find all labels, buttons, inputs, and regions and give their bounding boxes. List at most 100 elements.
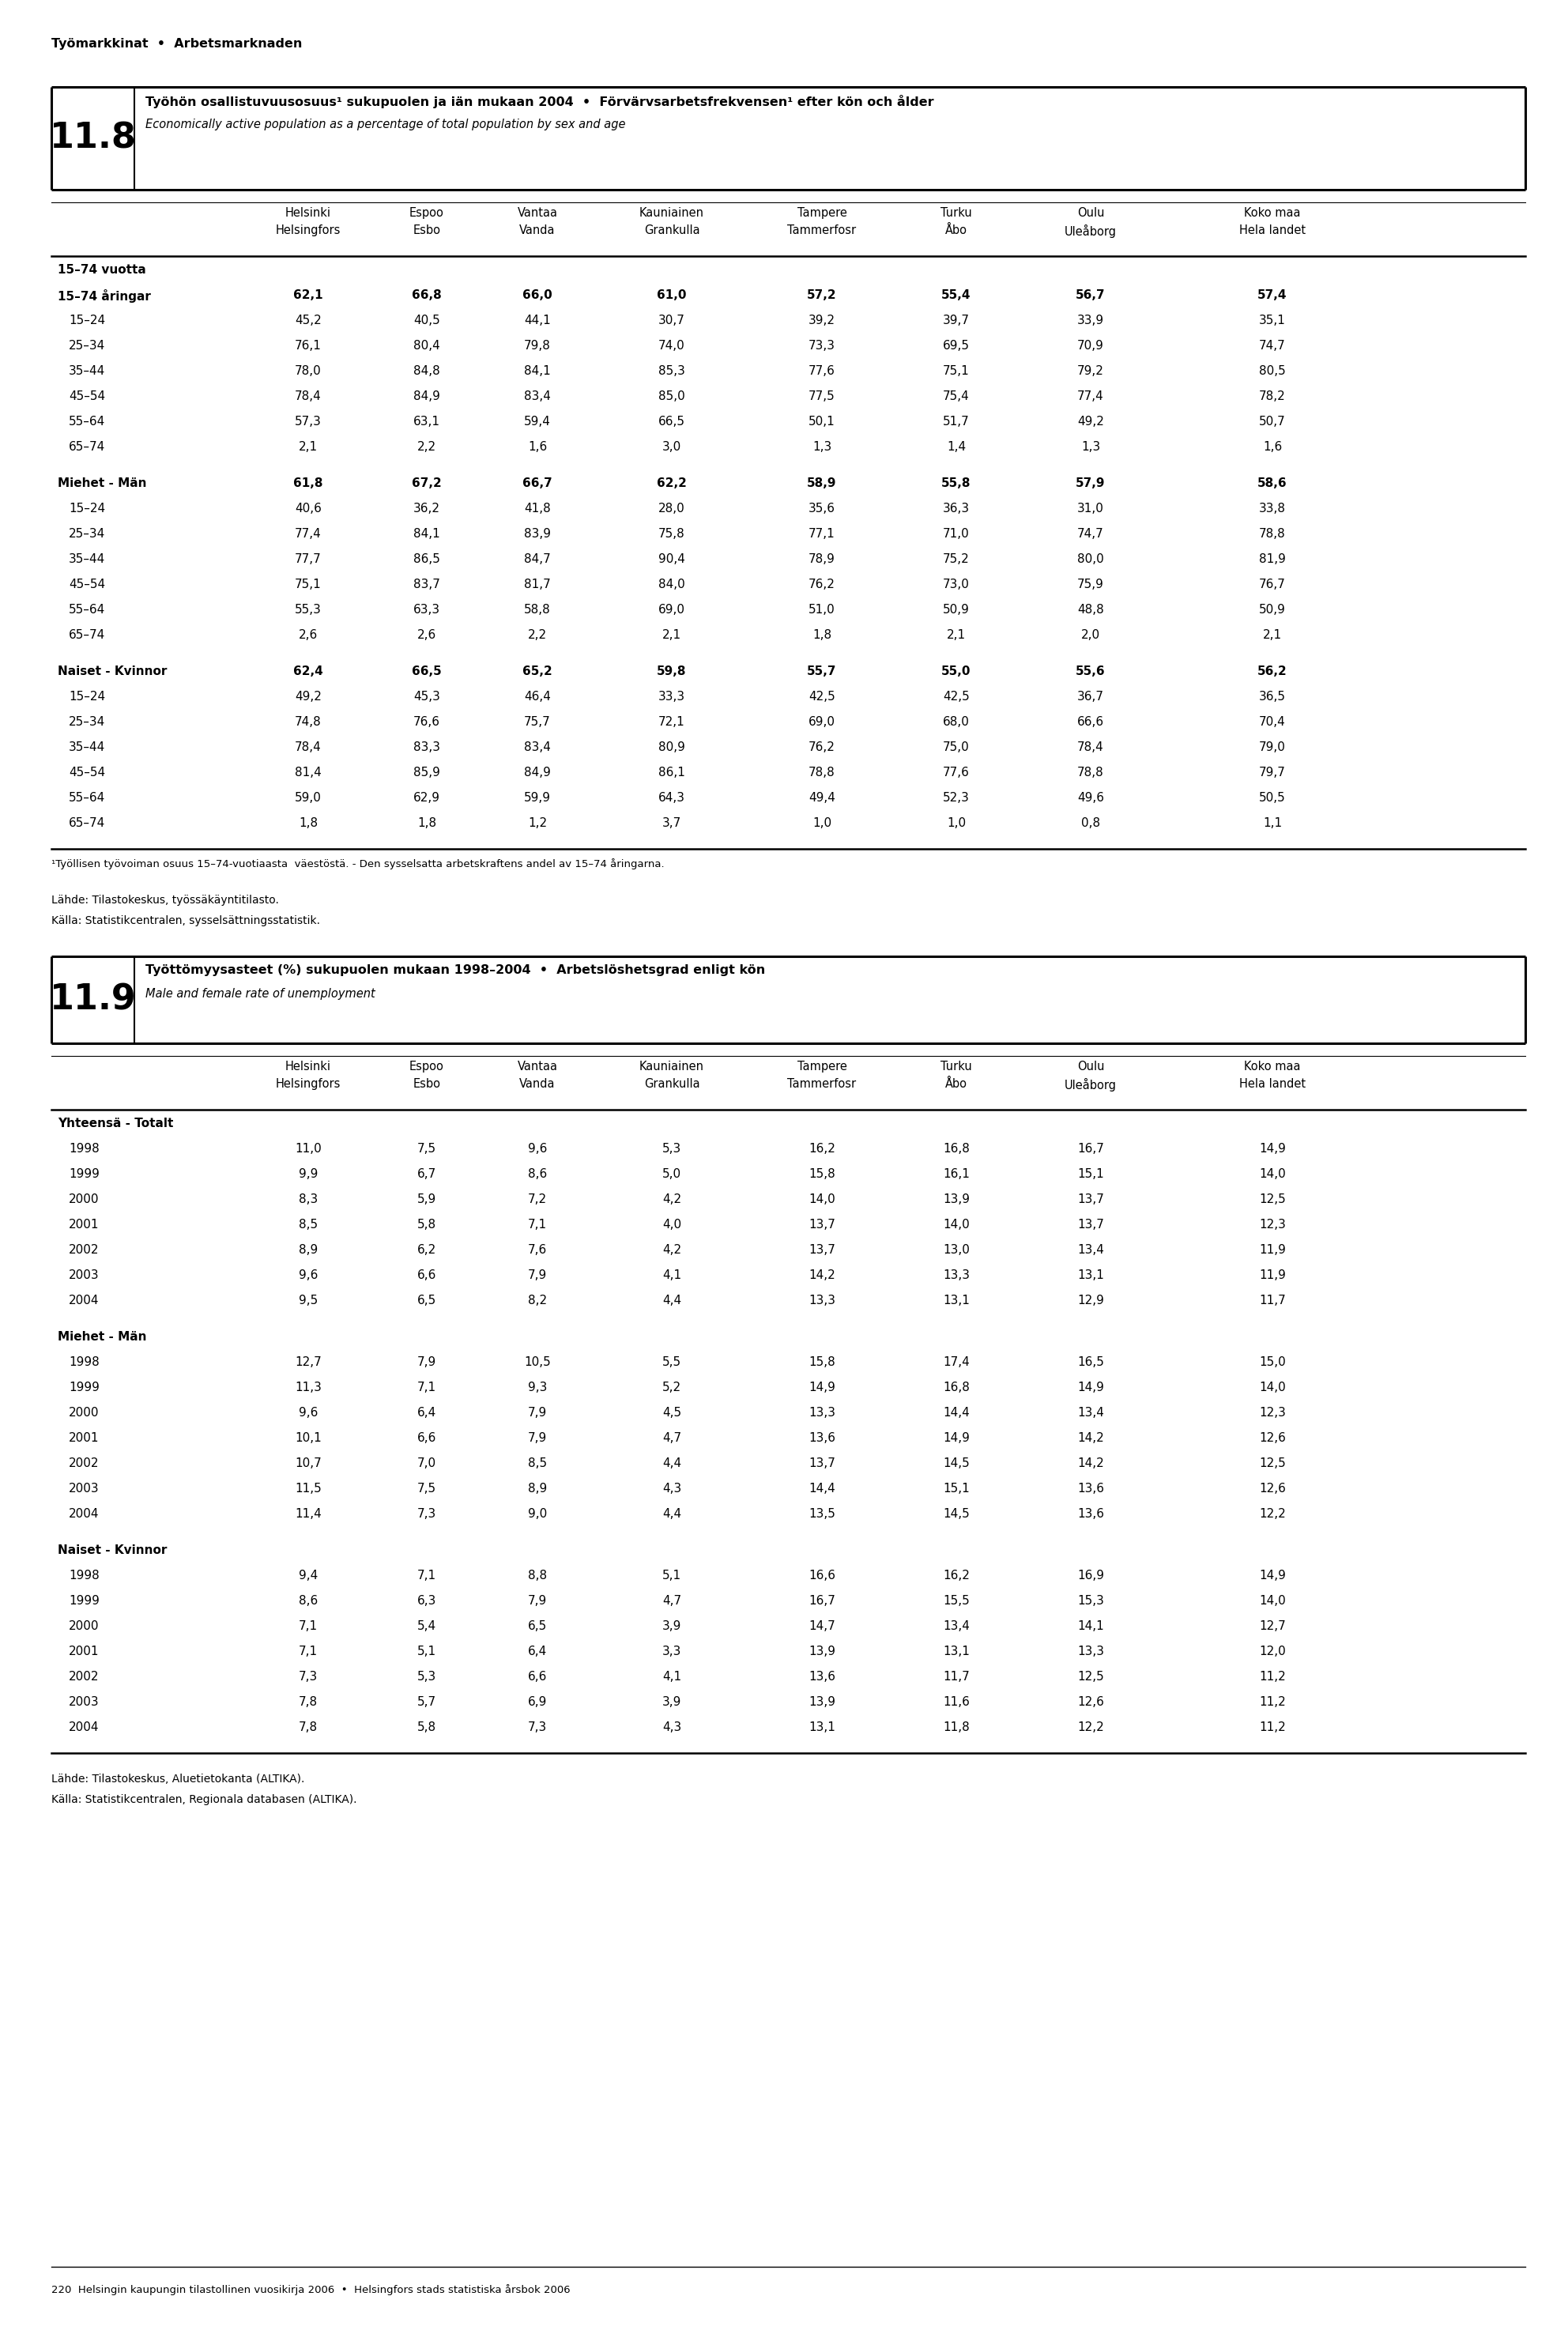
Text: 13,6: 13,6 bbox=[809, 1671, 836, 1682]
Text: 45,2: 45,2 bbox=[295, 315, 321, 326]
Text: 77,4: 77,4 bbox=[295, 529, 321, 541]
Text: 16,6: 16,6 bbox=[809, 1570, 836, 1582]
Text: 13,3: 13,3 bbox=[809, 1295, 836, 1307]
Text: 15,1: 15,1 bbox=[1077, 1167, 1104, 1179]
Text: 1998: 1998 bbox=[69, 1570, 99, 1582]
Text: 7,1: 7,1 bbox=[298, 1645, 318, 1657]
Text: Koko maa: Koko maa bbox=[1243, 207, 1301, 219]
Text: 15,5: 15,5 bbox=[942, 1596, 969, 1608]
Text: 59,0: 59,0 bbox=[295, 792, 321, 804]
Text: 41,8: 41,8 bbox=[524, 503, 550, 515]
Text: 8,6: 8,6 bbox=[528, 1167, 547, 1179]
Text: 11,2: 11,2 bbox=[1259, 1696, 1286, 1708]
Text: 5,8: 5,8 bbox=[417, 1219, 436, 1230]
Text: 66,6: 66,6 bbox=[1077, 715, 1104, 727]
Text: 4,4: 4,4 bbox=[662, 1459, 682, 1470]
Text: 69,0: 69,0 bbox=[659, 603, 685, 615]
Text: 4,0: 4,0 bbox=[662, 1219, 682, 1230]
Text: 14,2: 14,2 bbox=[809, 1270, 836, 1282]
Text: Tammerfosr: Tammerfosr bbox=[787, 1079, 856, 1090]
Text: 12,3: 12,3 bbox=[1259, 1219, 1286, 1230]
Text: 15,8: 15,8 bbox=[809, 1167, 836, 1179]
Text: 1,6: 1,6 bbox=[1262, 440, 1283, 452]
Text: 1999: 1999 bbox=[69, 1596, 99, 1608]
Text: 6,7: 6,7 bbox=[417, 1167, 436, 1179]
Text: 69,0: 69,0 bbox=[809, 715, 836, 727]
Text: 74,8: 74,8 bbox=[295, 715, 321, 727]
Text: 57,9: 57,9 bbox=[1076, 478, 1105, 489]
Text: 13,0: 13,0 bbox=[942, 1244, 969, 1256]
Text: 14,2: 14,2 bbox=[1077, 1433, 1104, 1445]
Text: Helsinki: Helsinki bbox=[285, 207, 331, 219]
Text: 14,0: 14,0 bbox=[809, 1193, 836, 1205]
Text: 15–24: 15–24 bbox=[69, 503, 105, 515]
Text: Vantaa: Vantaa bbox=[517, 1060, 558, 1072]
Text: 51,0: 51,0 bbox=[809, 603, 836, 615]
Text: 74,0: 74,0 bbox=[659, 340, 685, 352]
Text: 1998: 1998 bbox=[69, 1144, 99, 1156]
Text: 4,2: 4,2 bbox=[662, 1193, 682, 1205]
Text: 5,4: 5,4 bbox=[417, 1619, 436, 1631]
Text: 86,5: 86,5 bbox=[414, 552, 441, 566]
Text: 70,4: 70,4 bbox=[1259, 715, 1286, 727]
Text: Grankulla: Grankulla bbox=[644, 1079, 699, 1090]
Text: 44,1: 44,1 bbox=[524, 315, 550, 326]
Text: 4,3: 4,3 bbox=[662, 1482, 682, 1494]
Text: 66,8: 66,8 bbox=[412, 289, 442, 301]
Text: 50,1: 50,1 bbox=[809, 415, 836, 429]
Text: Helsinki: Helsinki bbox=[285, 1060, 331, 1072]
Text: 68,0: 68,0 bbox=[942, 715, 969, 727]
Text: 3,3: 3,3 bbox=[662, 1645, 682, 1657]
Text: 7,9: 7,9 bbox=[417, 1356, 436, 1368]
Text: 49,2: 49,2 bbox=[1077, 415, 1104, 429]
Text: 11,4: 11,4 bbox=[295, 1508, 321, 1519]
Text: 4,4: 4,4 bbox=[662, 1295, 682, 1307]
Text: 59,9: 59,9 bbox=[524, 792, 550, 804]
Text: 36,5: 36,5 bbox=[1259, 690, 1286, 704]
Text: 14,5: 14,5 bbox=[942, 1459, 969, 1470]
Text: 78,2: 78,2 bbox=[1259, 391, 1286, 403]
Text: 31,0: 31,0 bbox=[1077, 503, 1104, 515]
Text: 7,9: 7,9 bbox=[528, 1407, 547, 1419]
Text: 65–74: 65–74 bbox=[69, 818, 105, 829]
Text: 13,7: 13,7 bbox=[809, 1459, 836, 1470]
Text: Åbo: Åbo bbox=[946, 1079, 967, 1090]
Text: 78,4: 78,4 bbox=[1077, 741, 1104, 753]
Text: 4,4: 4,4 bbox=[662, 1508, 682, 1519]
Text: 50,9: 50,9 bbox=[1259, 603, 1286, 615]
Text: 84,9: 84,9 bbox=[414, 391, 441, 403]
Text: 35,1: 35,1 bbox=[1259, 315, 1286, 326]
Text: 5,1: 5,1 bbox=[662, 1570, 682, 1582]
Text: 57,2: 57,2 bbox=[808, 289, 837, 301]
Text: 83,9: 83,9 bbox=[524, 529, 550, 541]
Text: 2002: 2002 bbox=[69, 1671, 99, 1682]
Text: 36,2: 36,2 bbox=[414, 503, 441, 515]
Text: 76,7: 76,7 bbox=[1259, 578, 1286, 589]
Text: 10,7: 10,7 bbox=[295, 1459, 321, 1470]
Text: 78,8: 78,8 bbox=[809, 767, 836, 778]
Text: 13,1: 13,1 bbox=[942, 1295, 969, 1307]
Text: 8,8: 8,8 bbox=[528, 1570, 547, 1582]
Text: 84,1: 84,1 bbox=[414, 529, 441, 541]
Text: 75,9: 75,9 bbox=[1077, 578, 1104, 589]
Text: 12,9: 12,9 bbox=[1077, 1295, 1104, 1307]
Text: 4,5: 4,5 bbox=[662, 1407, 682, 1419]
Text: 30,7: 30,7 bbox=[659, 315, 685, 326]
Text: 80,0: 80,0 bbox=[1077, 552, 1104, 566]
Text: 13,9: 13,9 bbox=[809, 1696, 836, 1708]
Text: Uleåborg: Uleåborg bbox=[1065, 1079, 1116, 1090]
Text: 15,1: 15,1 bbox=[942, 1482, 969, 1494]
Text: 1,8: 1,8 bbox=[417, 818, 436, 829]
Text: 25–34: 25–34 bbox=[69, 715, 105, 727]
Text: 55,0: 55,0 bbox=[941, 666, 971, 678]
Text: 78,8: 78,8 bbox=[1259, 529, 1286, 541]
Text: 40,6: 40,6 bbox=[295, 503, 321, 515]
Text: 2,6: 2,6 bbox=[417, 629, 436, 641]
Text: 14,0: 14,0 bbox=[1259, 1596, 1286, 1608]
Text: 8,6: 8,6 bbox=[298, 1596, 318, 1608]
Text: 58,8: 58,8 bbox=[524, 603, 550, 615]
Text: 84,7: 84,7 bbox=[524, 552, 550, 566]
Text: 4,1: 4,1 bbox=[662, 1270, 682, 1282]
Text: 85,9: 85,9 bbox=[414, 767, 441, 778]
Text: 81,4: 81,4 bbox=[295, 767, 321, 778]
